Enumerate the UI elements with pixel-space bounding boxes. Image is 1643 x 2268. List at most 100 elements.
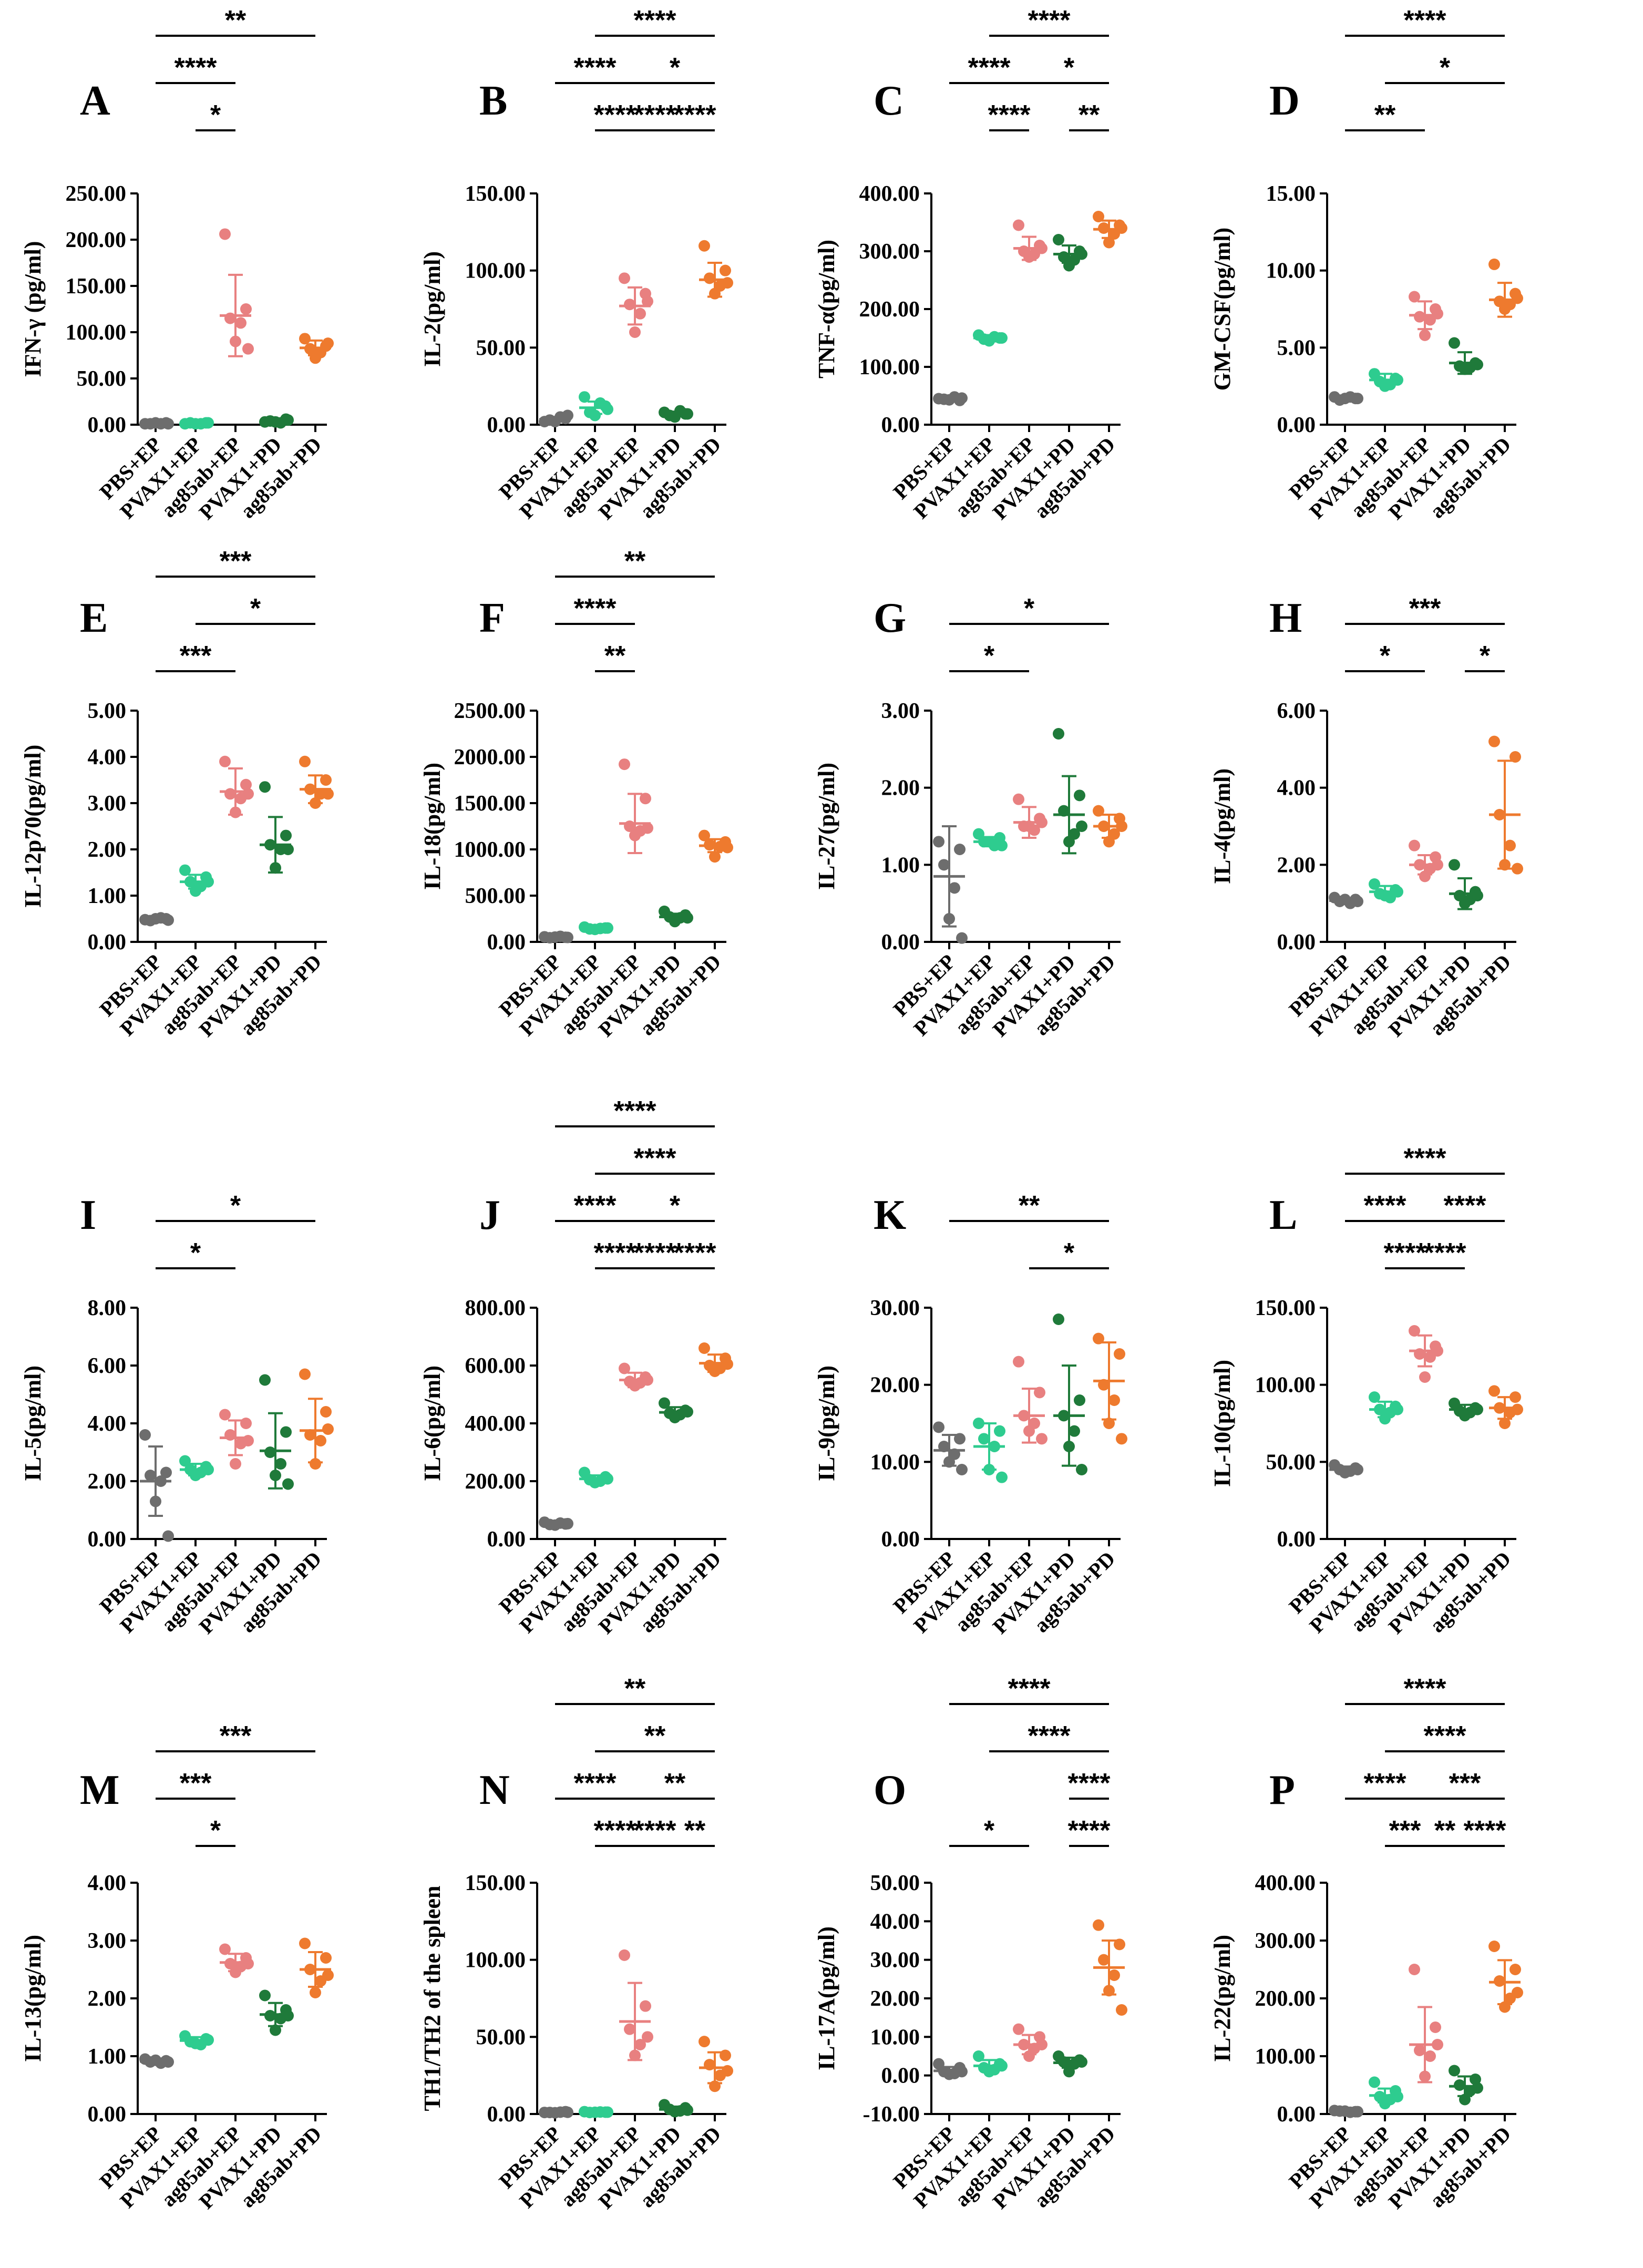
data-point	[722, 1358, 733, 1370]
data-point	[1392, 1403, 1403, 1415]
series-ag85ab+PD	[299, 333, 334, 364]
series-PVAX1+EP	[579, 1466, 613, 1489]
data-point	[1063, 260, 1075, 272]
data-point	[264, 1446, 276, 1458]
data-point	[1488, 1941, 1500, 1952]
data-point	[1472, 890, 1483, 901]
data-point	[202, 417, 214, 429]
significance-stars: ****	[174, 53, 218, 83]
data-point	[1419, 870, 1431, 882]
series-PVAX1+PD	[259, 1989, 294, 2036]
y-tick-label: 200.00	[465, 1470, 526, 1494]
significance-stars: *	[1380, 641, 1391, 671]
series-PBS+EP	[1329, 391, 1363, 406]
panel-B: BIL-2(pg/ml)0.0050.00100.00150.00PBS+EPP…	[419, 5, 733, 524]
data-point	[280, 1426, 292, 1438]
data-point	[1036, 816, 1048, 828]
data-point	[619, 758, 630, 771]
significance-stars: *	[1480, 641, 1491, 671]
data-point	[709, 2080, 721, 2092]
data-point	[562, 409, 573, 422]
data-point	[933, 836, 944, 848]
data-point	[669, 916, 681, 928]
data-point	[1098, 1954, 1110, 1966]
data-point	[1512, 1987, 1523, 1998]
series-PVAX1+PD	[259, 1374, 294, 1490]
series-PVAX1+EP	[1369, 1391, 1403, 1425]
data-point	[242, 1958, 254, 1969]
data-point	[1114, 1938, 1125, 1951]
series-PVAX1+EP	[579, 921, 613, 936]
data-point	[304, 1964, 316, 1975]
data-point	[1409, 1325, 1420, 1337]
significance-stars: ****	[1424, 1238, 1467, 1268]
data-point	[562, 931, 573, 943]
y-axis-label: IFN-γ (pg/ml)	[20, 241, 46, 377]
data-point	[1512, 863, 1523, 875]
data-point	[322, 1969, 334, 1981]
data-point	[943, 1456, 955, 1468]
y-tick-label: 400.00	[1255, 1871, 1316, 1895]
significance-stars: *	[210, 100, 221, 130]
data-point	[989, 1441, 1000, 1452]
data-point	[1013, 793, 1024, 805]
y-tick-label: 150.00	[66, 274, 127, 299]
significance-stars: **	[1079, 100, 1100, 130]
data-point	[190, 418, 201, 430]
y-tick-label: 0.00	[88, 413, 127, 437]
data-point	[240, 1418, 252, 1429]
significance-stars: *	[190, 1238, 201, 1268]
significance-stars: ****	[634, 100, 677, 130]
data-point	[642, 822, 653, 834]
y-tick-label: 0.00	[487, 413, 526, 437]
y-tick-label: 200.00	[859, 297, 920, 322]
series-PVAX1+EP	[179, 417, 214, 430]
data-point	[1352, 2106, 1363, 2118]
significance-stars: **	[225, 5, 247, 36]
data-point	[242, 1435, 254, 1446]
significance-stars: ****	[614, 1096, 657, 1126]
data-point	[1454, 2079, 1465, 2091]
y-tick-label: 2.00	[1277, 853, 1316, 877]
y-tick-label: 400.00	[859, 182, 920, 206]
y-axis-label: GM-CSF(pg/ml)	[1209, 228, 1235, 391]
series-ag85ab+PD	[1488, 1385, 1523, 1429]
panel-label: H	[1269, 595, 1302, 641]
data-point	[996, 839, 1008, 851]
data-point	[219, 1409, 231, 1421]
data-point	[1076, 248, 1087, 260]
panel-label: P	[1269, 1767, 1295, 1813]
significance-stars: *	[1440, 53, 1451, 83]
data-point	[1076, 2056, 1087, 2068]
data-point	[219, 228, 231, 240]
series-PVAX1+PD	[659, 405, 693, 423]
data-point	[282, 1478, 294, 1490]
y-tick-label: 20.00	[870, 1987, 920, 2011]
y-axis-label: IL-18(pg/ml)	[419, 763, 445, 890]
series-PVAX1+EP	[1369, 2076, 1403, 2110]
significance-stars: ****	[674, 1238, 717, 1268]
y-tick-label: 0.00	[881, 2064, 920, 2088]
data-point	[699, 829, 710, 841]
data-point	[642, 1374, 653, 1386]
y-tick-label: 500.00	[465, 884, 526, 908]
data-point	[162, 914, 174, 926]
data-point	[1379, 2098, 1391, 2110]
data-point	[983, 2066, 995, 2078]
data-point	[1058, 251, 1070, 263]
y-axis-label: TH1/TH2 of the spleen	[419, 1885, 445, 2111]
y-axis-label: IL-4(pg/ml)	[1209, 768, 1235, 884]
y-tick-label: 50.00	[77, 367, 127, 391]
series-PVAX1+PD	[1053, 1313, 1087, 1475]
data-point	[954, 1433, 966, 1445]
significance-stars: ****	[1028, 1721, 1071, 1751]
data-point	[1419, 2070, 1431, 2082]
significance-stars: **	[684, 1815, 706, 1846]
data-point	[996, 2060, 1008, 2072]
y-tick-label: 100.00	[859, 355, 920, 379]
data-point	[682, 2104, 693, 2116]
panel-label: O	[874, 1767, 906, 1813]
y-axis-label: IL-13(pg/ml)	[20, 1935, 46, 2062]
series-ag85ab+PD	[1488, 258, 1523, 318]
data-point	[190, 885, 201, 897]
